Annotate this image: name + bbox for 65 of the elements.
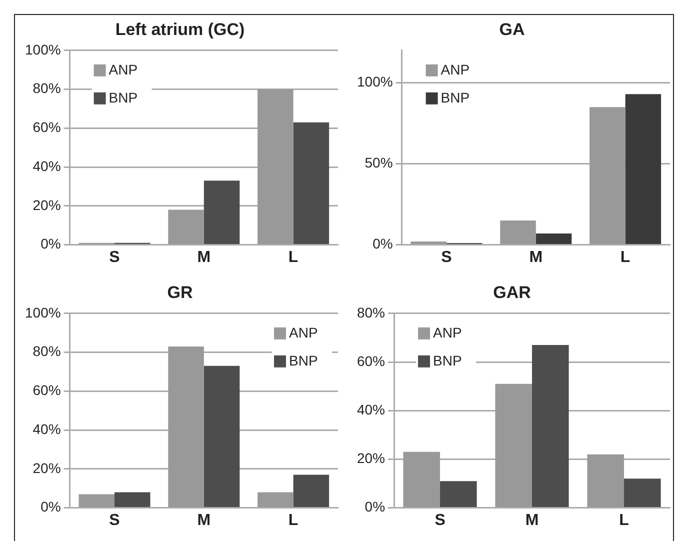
chart-title: Left atrium (GC) (115, 20, 245, 39)
legend-label: ANP (440, 61, 470, 78)
y-tick-label: 60% (32, 119, 61, 136)
chart-title: GAR (493, 282, 531, 302)
y-tick-label: 20% (32, 196, 61, 213)
x-tick-label: S (109, 248, 120, 266)
bar (624, 478, 661, 508)
bar (168, 346, 204, 508)
legend-label: BNP (108, 89, 138, 106)
bar (532, 344, 569, 508)
bar (536, 233, 572, 244)
y-tick-label: 0% (364, 498, 386, 515)
legend-label: ANP (108, 61, 138, 78)
bar (78, 494, 115, 508)
bar (495, 384, 532, 508)
chart-title: GR (167, 282, 193, 302)
x-tick-label: S (109, 512, 120, 529)
bar (293, 474, 330, 508)
y-tick-label: 80% (356, 304, 386, 320)
bar (440, 481, 477, 508)
x-tick-label: S (434, 512, 446, 529)
legend-label: BNP (433, 352, 462, 368)
bar (590, 107, 626, 244)
x-tick-label: M (529, 248, 543, 266)
x-tick-label: S (441, 248, 452, 266)
bar (258, 492, 294, 508)
y-tick-label: 40% (32, 420, 61, 437)
y-tick-label: 60% (32, 382, 61, 398)
y-tick-label: 20% (356, 450, 386, 466)
y-tick-label: 80% (32, 80, 61, 96)
bar (258, 89, 294, 244)
y-tick-label: 80% (32, 343, 61, 360)
y-tick-label: 100% (24, 41, 61, 58)
x-tick-label: M (525, 512, 539, 529)
legend-label: BNP (289, 352, 318, 368)
bar (204, 366, 240, 508)
y-tick-label: 50% (364, 154, 393, 171)
x-tick-label: M (197, 512, 211, 529)
y-tick-label: 100% (24, 304, 61, 320)
bar (204, 180, 240, 244)
y-tick-label: 100% (356, 74, 393, 90)
x-tick-label: L (619, 512, 630, 529)
x-tick-label: L (620, 248, 630, 266)
bar (114, 492, 150, 508)
legend-label: ANP (289, 324, 318, 340)
bar (168, 210, 204, 244)
y-tick-label: 0% (372, 236, 393, 252)
bar (500, 220, 536, 244)
bar (410, 242, 447, 244)
legend-label: ANP (433, 324, 462, 340)
chart-title: GA (499, 20, 525, 39)
legend-label: BNP (440, 89, 470, 106)
bar (587, 454, 624, 508)
bar (293, 122, 330, 244)
x-tick-label: L (288, 512, 298, 529)
y-tick-label: 0% (40, 498, 61, 515)
y-tick-label: 20% (32, 460, 61, 476)
bar (625, 94, 662, 244)
y-tick-label: 40% (356, 401, 386, 418)
x-tick-label: L (288, 248, 298, 266)
y-tick-label: 40% (32, 158, 61, 174)
y-tick-label: 60% (356, 352, 386, 369)
x-tick-label: M (197, 248, 211, 266)
y-tick-label: 0% (40, 236, 61, 252)
bar (403, 452, 440, 508)
